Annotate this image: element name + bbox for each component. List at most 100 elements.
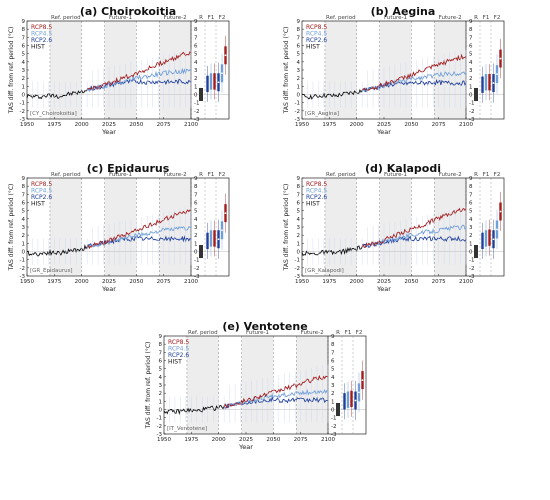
ytick-label-right: 1	[194, 241, 198, 247]
box-median	[221, 229, 223, 232]
site-label: [IT_Ventotene]	[167, 426, 207, 432]
xtick-label: 2100	[321, 437, 335, 443]
series-line-hist	[301, 245, 363, 256]
ytick-label: 6	[159, 359, 163, 365]
box-label: R	[199, 172, 203, 178]
ytick-label: -2	[20, 109, 25, 115]
y-axis-label: TAS diff. from ref. period (°C)	[8, 184, 15, 272]
ytick-label: 1	[22, 241, 26, 247]
box-median	[224, 54, 227, 57]
period-label: Future-1	[109, 172, 132, 178]
ytick-label: 0	[22, 93, 26, 99]
ytick-label-right: 6	[331, 359, 335, 365]
legend-entry: RCP4.5	[31, 31, 52, 38]
period-label: Future-1	[384, 15, 407, 21]
period-label: Future-1	[246, 330, 269, 336]
ytick-label-right: 1	[469, 241, 473, 247]
box-label: F2	[356, 330, 363, 336]
legend-entry: RCP8.5	[168, 339, 189, 346]
legend-entry: RCP4.5	[306, 31, 327, 38]
ytick-label-right: 4	[469, 217, 473, 223]
ytick-label: 6	[297, 44, 301, 50]
period-band	[324, 178, 357, 276]
xtick-label: 2100	[459, 122, 473, 128]
ytick-label: -3	[295, 117, 301, 123]
box-f1	[209, 230, 213, 247]
ytick-label-right: -2	[469, 266, 474, 272]
box-f1	[484, 74, 488, 91]
x-axis-label: Year	[101, 128, 116, 136]
ytick-label: 7	[159, 350, 163, 356]
legend-entry: HIST	[306, 44, 320, 51]
box-label: F2	[219, 15, 226, 21]
x-axis-label: Year	[376, 285, 391, 293]
xtick-label: 2050	[404, 122, 418, 128]
x-axis-label: Year	[376, 128, 391, 136]
xtick-label: 2025	[377, 279, 391, 285]
period-band	[104, 178, 137, 276]
xtick-label: 1975	[47, 279, 61, 285]
ytick-label-right: 4	[194, 217, 198, 223]
ytick-label-right: 8	[469, 184, 473, 190]
ytick-label-right: 6	[194, 44, 198, 50]
ytick-label-right: 3	[469, 68, 473, 74]
box-f1	[488, 229, 491, 246]
ytick-label-right: 1	[331, 399, 335, 405]
xtick-label: 1975	[47, 122, 61, 128]
period-label: Future-2	[164, 15, 187, 21]
xtick-label: 1975	[322, 279, 336, 285]
ytick-label: 9	[297, 176, 301, 182]
ytick-label: 1	[159, 399, 163, 405]
ytick-label: 0	[159, 408, 163, 414]
ytick-label-right: 8	[469, 27, 473, 33]
ytick-label: 1	[22, 84, 26, 90]
series-line-hist	[26, 243, 88, 257]
box-f1	[484, 230, 488, 247]
legend-entry: RCP2.6	[306, 194, 327, 201]
box-f1	[481, 232, 484, 250]
period-label: Future-1	[109, 15, 132, 21]
legend-entry: RCP8.5	[31, 181, 52, 188]
ytick-label: 3	[22, 225, 26, 231]
legend-entry: RCP4.5	[168, 346, 189, 353]
box-f1	[488, 74, 491, 91]
period-band	[434, 21, 466, 119]
xtick-label: 2075	[432, 122, 446, 128]
ytick-label-right: 1	[469, 84, 473, 90]
site-label: [GR_Kalapodi]	[305, 268, 344, 274]
period-band	[379, 178, 412, 276]
box-label: F1	[345, 330, 352, 336]
ytick-label-right: -3	[469, 117, 475, 123]
chart-panel: (d) Kalapodi Ref. period Future-1 Future-2 -…	[283, 162, 505, 293]
ytick-label-right: -1	[331, 416, 336, 422]
box-r	[336, 402, 340, 417]
box-label: F2	[494, 172, 501, 178]
ytick-label-right: 2	[331, 391, 335, 397]
xtick-label: 1950	[20, 279, 34, 285]
ytick-label-right: 6	[469, 201, 473, 207]
legend-entry: RCP2.6	[306, 37, 327, 44]
ytick-label: 4	[22, 60, 26, 66]
ytick-label-right: 7	[331, 350, 335, 356]
legend-entry: RCP2.6	[31, 194, 52, 201]
legend-entry: HIST	[31, 201, 45, 208]
chart-panel: (e) Ventotene Ref. period Future-1 Future-2…	[145, 320, 367, 451]
ytick-label-right: 5	[194, 209, 198, 215]
ytick-label: 3	[297, 68, 301, 74]
xtick-label: 2100	[184, 279, 198, 285]
ytick-label-right: 6	[469, 44, 473, 50]
ytick-label-right: 7	[469, 192, 473, 198]
ytick-label: -2	[295, 109, 300, 115]
ytick-label: -2	[20, 266, 25, 272]
period-band	[241, 336, 274, 434]
ytick-label-right: 0	[469, 93, 473, 99]
ytick-label-right: 8	[194, 184, 198, 190]
xtick-label: 2025	[102, 122, 116, 128]
ytick-label-right: 6	[194, 201, 198, 207]
series-line-rcp85	[223, 374, 329, 409]
ytick-label: 1	[297, 241, 301, 247]
box-median	[217, 81, 220, 84]
ytick-label-right: -1	[469, 101, 474, 107]
xtick-label: 1975	[184, 437, 198, 443]
xtick-label: 2025	[239, 437, 253, 443]
